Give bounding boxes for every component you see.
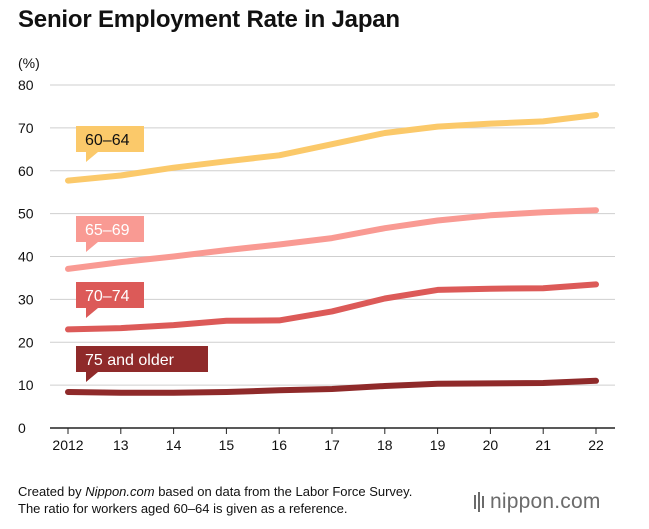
series-label-text: 60–64: [85, 132, 130, 149]
series-label-text: 65–69: [85, 222, 130, 239]
x-tick-label: 14: [166, 437, 182, 453]
x-tick-label: 22: [588, 437, 604, 453]
footnote-suffix: based on data from the Labor Force Surve…: [154, 484, 413, 499]
series-label-text: 70–74: [85, 288, 130, 305]
footnote-source: Nippon.com: [85, 484, 155, 499]
y-tick-label: 30: [18, 291, 34, 307]
y-tick-label: 50: [18, 206, 34, 222]
nippon-logo-mark: [474, 492, 484, 512]
nippon-logo-text: nippon.com: [490, 490, 601, 513]
x-tick-label: 21: [535, 437, 551, 453]
y-tick-label: 20: [18, 334, 34, 350]
x-tick-label: 15: [219, 437, 235, 453]
y-tick-label: 10: [18, 377, 34, 393]
footnote-line-1: Created by Nippon.com based on data from…: [18, 483, 412, 500]
series-line-0: [65, 112, 599, 184]
grid: [50, 84, 615, 429]
x-axis-tick-labels: 2012 13 14 15 16 17 18 19 20 21 22: [52, 428, 604, 453]
y-tick-label: 80: [18, 77, 34, 93]
y-tick-label: 70: [18, 120, 34, 136]
chart-title: Senior Employment Rate in Japan: [18, 6, 400, 33]
series-label-0: 60–64: [76, 126, 144, 162]
line-chart: (%) 0 10 20 30 40 50 60 70 80 2012 13 14 15 16 17 18 19…: [18, 55, 615, 453]
y-axis-unit: (%): [18, 55, 40, 71]
series-labels: 60–64 65–69 70–74 75 and older: [76, 126, 208, 382]
x-tick-label: 18: [377, 437, 393, 453]
x-tick-label: 2012: [52, 437, 83, 453]
y-axis-tick-labels: 0 10 20 30 40 50 60 70 80: [18, 77, 34, 436]
nippon-logo: nippon.com: [474, 490, 601, 514]
series-line-2: [65, 281, 599, 333]
series-label-text: 75 and older: [85, 352, 175, 369]
x-tick-label: 17: [324, 437, 340, 453]
x-tick-label: 16: [271, 437, 287, 453]
series-line-1: [65, 207, 599, 272]
x-tick-label: 13: [113, 437, 129, 453]
series-label-box: [76, 216, 144, 252]
y-tick-label: 60: [18, 163, 34, 179]
footnote-line-2: The ratio for workers aged 60–64 is give…: [18, 501, 348, 516]
y-tick-label: 0: [18, 420, 26, 436]
x-tick-label: 19: [430, 437, 446, 453]
series-label-box: [76, 346, 208, 382]
series-lines: [65, 112, 599, 396]
footnote-prefix: Created by: [18, 484, 86, 499]
series-label-1: 65–69: [76, 216, 144, 252]
series-label-box: [76, 126, 144, 162]
series-label-3: 75 and older: [76, 346, 208, 382]
y-tick-label: 40: [18, 249, 34, 265]
series-label-box: [76, 282, 144, 318]
chart-footnote: Created by Nippon.com based on data from…: [18, 483, 412, 517]
x-tick-label: 20: [483, 437, 499, 453]
series-line-3: [65, 377, 599, 396]
series-label-2: 70–74: [76, 282, 144, 318]
